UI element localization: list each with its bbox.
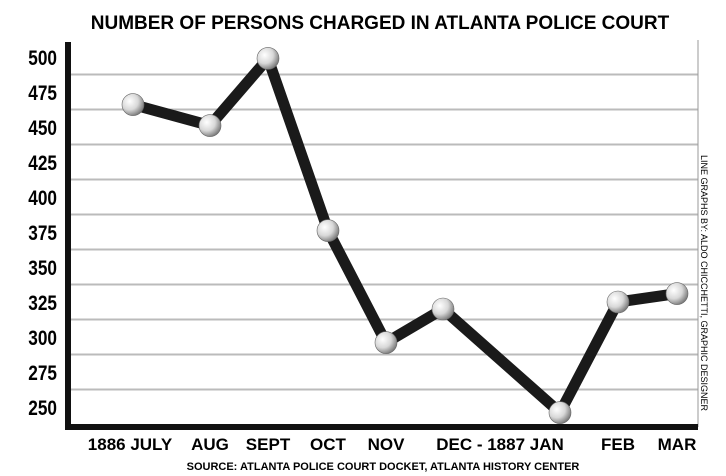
x-tick-label: AUG — [191, 435, 229, 454]
credit-note: LINE GRAPHS BY: ALDO CHICCHETTI, GRAPHIC… — [699, 155, 709, 412]
data-point — [121, 93, 145, 116]
x-tick-label: OCT — [310, 435, 347, 454]
y-tick-label: 275 — [28, 363, 57, 386]
x-tick-label: NOV — [368, 435, 406, 454]
series-line — [131, 52, 678, 419]
chart-title: NUMBER OF PERSONS CHARGED IN ATLANTA POL… — [91, 13, 670, 34]
data-point — [431, 297, 455, 321]
data-point — [665, 282, 689, 305]
y-tick-label: 325 — [28, 293, 57, 316]
data-point — [316, 219, 340, 242]
x-tick-label: 1886 JULY — [88, 435, 173, 454]
x-tick-label: DEC - 1887 JAN — [436, 435, 564, 454]
x-tick-label: SEPT — [246, 435, 291, 454]
data-point — [198, 114, 222, 137]
source-note: SOURCE: ATLANTA POLICE COURT DOCKET, ATL… — [187, 461, 580, 473]
y-tick-label: 500 — [28, 48, 57, 71]
y-tick-label: 300 — [28, 328, 57, 351]
x-tick-label: MAR — [658, 435, 697, 454]
data-point — [256, 47, 280, 70]
y-tick-label: 400 — [28, 188, 57, 211]
y-tick-label: 475 — [28, 83, 57, 106]
y-tick-label: 250 — [28, 398, 57, 421]
data-point — [606, 290, 630, 314]
data-point — [548, 401, 572, 424]
y-tick-label: 425 — [28, 153, 57, 176]
data-point — [374, 331, 398, 354]
y-tick-label: 450 — [28, 118, 57, 141]
x-tick-label: FEB — [601, 435, 635, 454]
y-tick-label: 375 — [28, 223, 57, 246]
y-tick-label: 350 — [28, 258, 57, 281]
